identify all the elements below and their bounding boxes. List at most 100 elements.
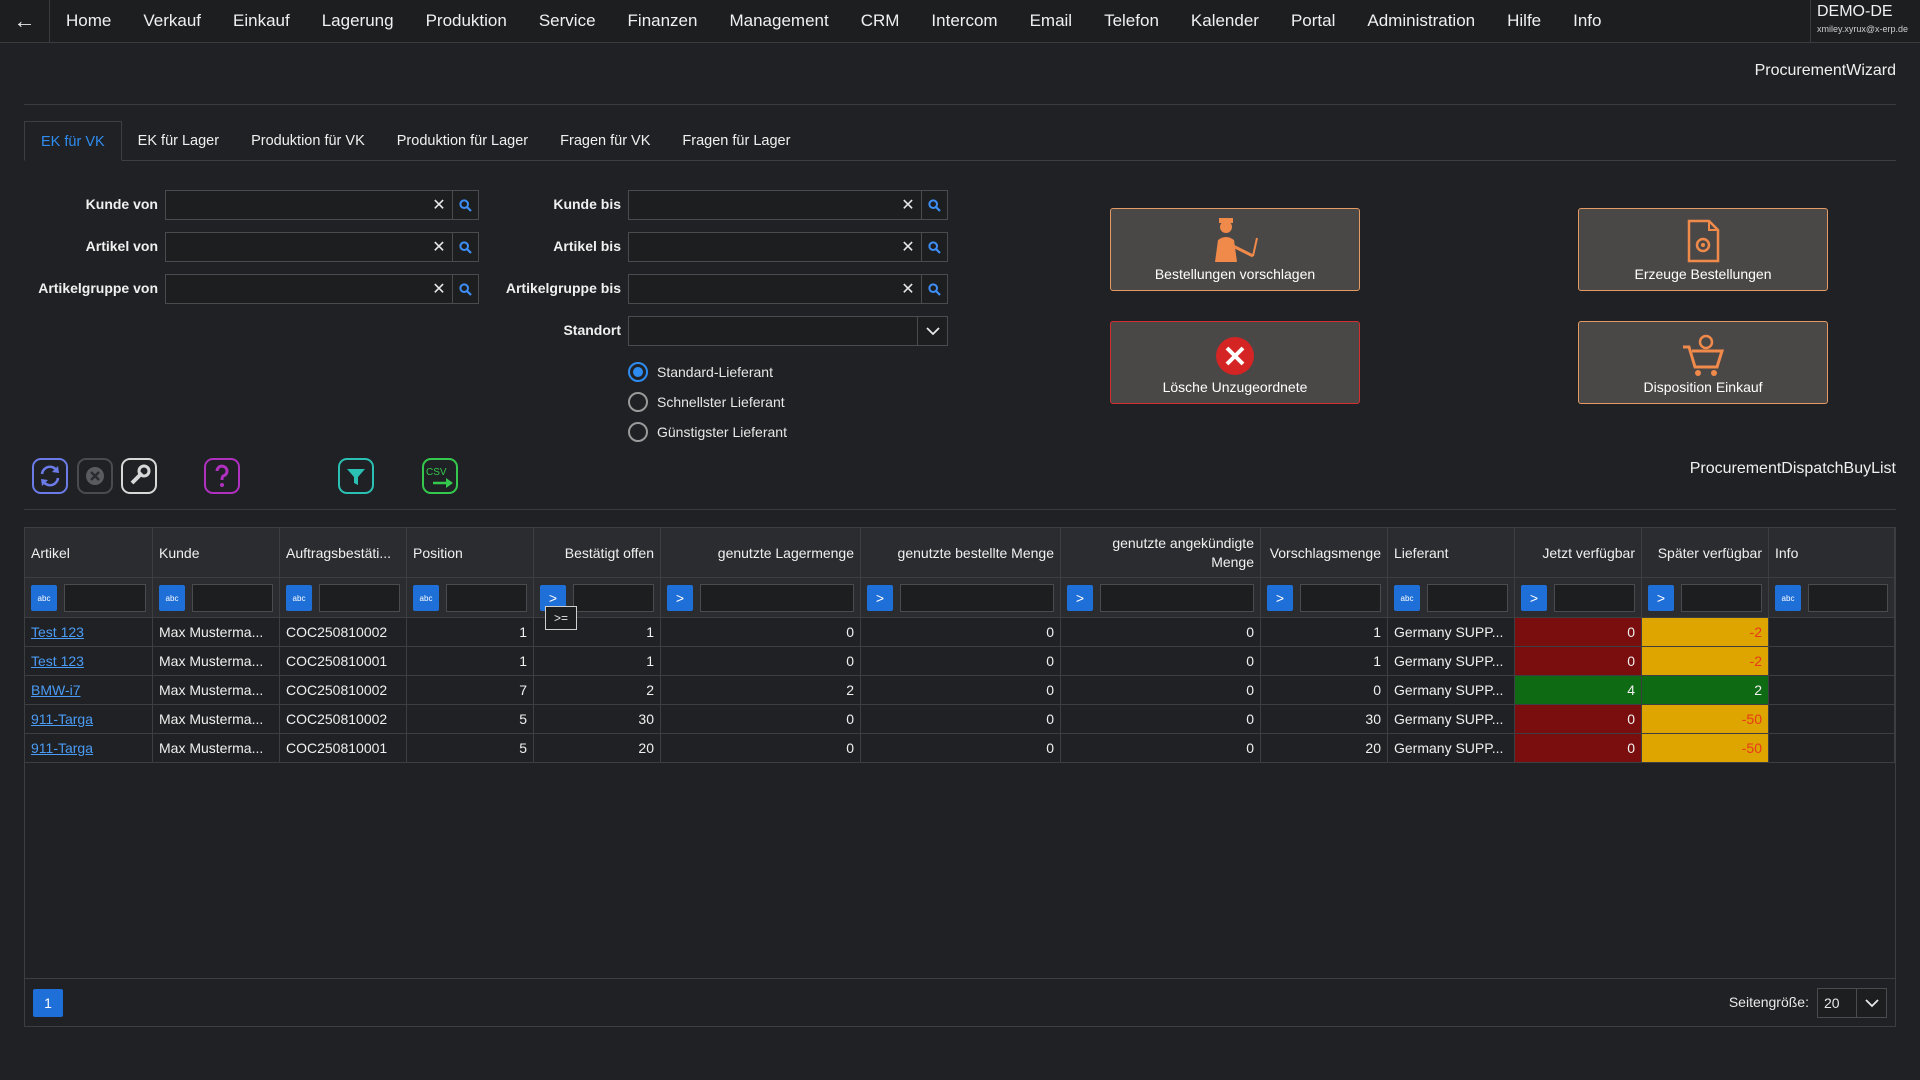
supplier-option-1[interactable]: Schnellster Lieferant: [628, 392, 785, 412]
article-link[interactable]: 911-Targa: [25, 734, 153, 762]
tab-fragen-f-r-vk[interactable]: Fragen für VK: [560, 133, 651, 149]
search-icon[interactable]: [921, 233, 947, 261]
table-row[interactable]: 911-Targa Max Musterma... COC250810002 5 30 0…: [25, 705, 1895, 734]
text-filter-type-icon[interactable]: abc: [1394, 585, 1420, 611]
nav-item-crm[interactable]: CRM: [860, 11, 900, 30]
table-row[interactable]: Test 123 Max Musterma... COC250810001 1 1 0 0 0…: [25, 647, 1895, 676]
artikelgruppe-bis-field[interactable]: ✕: [628, 274, 948, 304]
nav-item-telefon[interactable]: Telefon: [1104, 11, 1159, 30]
tab-fragen-f-r-lager[interactable]: Fragen für Lager: [682, 133, 791, 149]
nav-item-produktion[interactable]: Produktion: [425, 11, 507, 30]
column-header[interactable]: Kunde: [153, 528, 280, 578]
number-filter-type-icon[interactable]: >: [1648, 585, 1674, 611]
supplier-option-2[interactable]: Günstigster Lieferant: [628, 422, 787, 442]
tenant-info[interactable]: DEMO-DE xmiley.xyrux@x-erp.de: [1810, 0, 1920, 43]
text-filter-type-icon[interactable]: abc: [413, 585, 439, 611]
back-button[interactable]: ←: [0, 0, 50, 42]
clear-icon[interactable]: ✕: [901, 281, 915, 298]
text-filter-type-icon[interactable]: abc: [1775, 585, 1801, 611]
clear-icon[interactable]: ✕: [901, 239, 915, 256]
csv-export-button[interactable]: CSV: [422, 458, 458, 494]
column-header[interactable]: Bestätigt offen: [534, 528, 661, 578]
nav-item-portal[interactable]: Portal: [1290, 11, 1336, 30]
table-row[interactable]: Test 123 Max Musterma... COC250810002 1 1 0 0 0…: [25, 618, 1895, 647]
filter-input[interactable]: [900, 584, 1054, 612]
article-link[interactable]: BMW-i7: [25, 676, 153, 704]
nav-item-verkauf[interactable]: Verkauf: [143, 11, 202, 30]
clear-icon[interactable]: ✕: [432, 197, 446, 214]
create-orders-button[interactable]: Erzeuge Bestellungen: [1578, 208, 1828, 291]
search-icon[interactable]: [452, 191, 478, 219]
filter-input[interactable]: [700, 584, 854, 612]
column-header[interactable]: genutzte angekündigte Menge: [1061, 528, 1261, 578]
column-header[interactable]: Später verfügbar: [1642, 528, 1769, 578]
filter-input[interactable]: [1300, 584, 1381, 612]
column-header[interactable]: Jetzt verfügbar: [1515, 528, 1642, 578]
nav-item-service[interactable]: Service: [538, 11, 596, 30]
number-filter-type-icon[interactable]: >: [867, 585, 893, 611]
column-header[interactable]: Info: [1769, 528, 1895, 578]
nav-item-hilfe[interactable]: Hilfe: [1507, 11, 1542, 30]
kunde-von-input[interactable]: [166, 191, 426, 219]
number-filter-type-icon[interactable]: >: [1521, 585, 1547, 611]
column-header[interactable]: Lieferant: [1388, 528, 1515, 578]
search-icon[interactable]: [452, 275, 478, 303]
radio-icon[interactable]: [628, 362, 648, 382]
kunde-bis-field[interactable]: ✕: [628, 190, 948, 220]
clear-icon[interactable]: ✕: [432, 239, 446, 256]
chevron-down-icon[interactable]: [1856, 989, 1886, 1017]
nav-item-management[interactable]: Management: [729, 11, 829, 30]
nav-item-info[interactable]: Info: [1573, 11, 1602, 30]
help-button[interactable]: [204, 458, 240, 494]
nav-item-kalender[interactable]: Kalender: [1190, 11, 1259, 30]
search-icon[interactable]: [921, 191, 947, 219]
text-filter-type-icon[interactable]: abc: [159, 585, 185, 611]
column-header[interactable]: Position: [407, 528, 534, 578]
delete-unassigned-button[interactable]: Lösche Unzugeordnete: [1110, 321, 1360, 404]
column-header[interactable]: Artikel: [25, 528, 153, 578]
artikel-von-field[interactable]: ✕: [165, 232, 479, 262]
refresh-button[interactable]: [32, 458, 68, 494]
filter-input[interactable]: [1100, 584, 1254, 612]
column-header[interactable]: Vorschlagsmenge: [1261, 528, 1388, 578]
artikel-von-input[interactable]: [166, 233, 426, 261]
filter-input[interactable]: [1808, 584, 1888, 612]
nav-item-lagerung[interactable]: Lagerung: [321, 11, 394, 30]
nav-item-finanzen[interactable]: Finanzen: [627, 11, 698, 30]
radio-icon[interactable]: [628, 392, 648, 412]
table-row[interactable]: 911-Targa Max Musterma... COC250810001 5 20 0…: [25, 734, 1895, 763]
filter-input[interactable]: [64, 584, 146, 612]
filter-input[interactable]: [319, 584, 400, 612]
text-filter-type-icon[interactable]: abc: [286, 585, 312, 611]
page-size-select[interactable]: 20: [1817, 988, 1887, 1018]
artikel-bis-field[interactable]: ✕: [628, 232, 948, 262]
number-filter-type-icon[interactable]: >: [1267, 585, 1293, 611]
nav-item-home[interactable]: Home: [66, 11, 112, 30]
column-header[interactable]: Auftragsbestäti...: [280, 528, 407, 578]
dispatch-purchase-button[interactable]: Disposition Einkauf: [1578, 321, 1828, 404]
standort-select[interactable]: [628, 316, 948, 346]
filter-input[interactable]: [1427, 584, 1508, 612]
clear-icon[interactable]: ✕: [432, 281, 446, 298]
clear-icon[interactable]: ✕: [901, 197, 915, 214]
cancel-button[interactable]: [77, 458, 113, 494]
supplier-option-0[interactable]: Standard-Lieferant: [628, 362, 773, 382]
column-header[interactable]: genutzte Lagermenge: [661, 528, 861, 578]
artikelgruppe-von-field[interactable]: ✕: [165, 274, 479, 304]
filter-input[interactable]: [446, 584, 527, 612]
column-header[interactable]: genutzte bestellte Menge: [861, 528, 1061, 578]
filter-button[interactable]: [338, 458, 374, 494]
search-icon[interactable]: [921, 275, 947, 303]
number-filter-type-icon[interactable]: >: [667, 585, 693, 611]
article-link[interactable]: 911-Targa: [25, 705, 153, 733]
tab-ek-f-r-lager[interactable]: EK für Lager: [137, 133, 220, 149]
artikel-bis-input[interactable]: [629, 233, 895, 261]
nav-item-intercom[interactable]: Intercom: [931, 11, 998, 30]
tab-ek-f-r-vk[interactable]: EK für VK: [24, 121, 122, 161]
artikelgruppe-von-input[interactable]: [166, 275, 426, 303]
standort-input[interactable]: [629, 317, 917, 345]
artikelgruppe-bis-input[interactable]: [629, 275, 895, 303]
page-1-button[interactable]: 1: [33, 989, 63, 1017]
text-filter-type-icon[interactable]: abc: [31, 585, 57, 611]
suggest-orders-button[interactable]: Bestellungen vorschlagen: [1110, 208, 1360, 291]
